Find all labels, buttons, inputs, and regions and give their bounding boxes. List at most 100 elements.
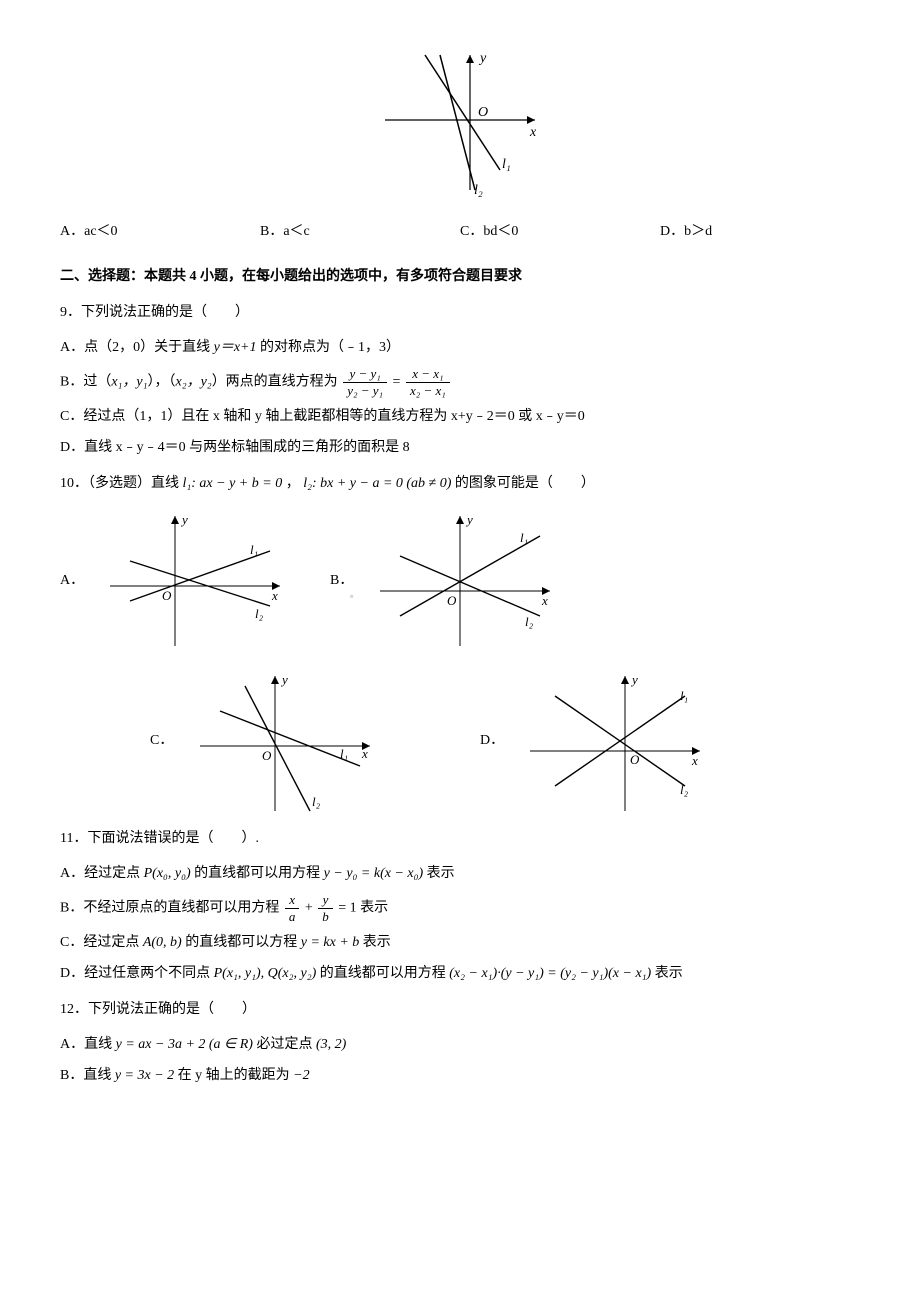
q11-opt-c: C．经过定点 A(0, b) 的直线都可以方程 y = kx + b 表示 <box>60 930 860 955</box>
q11-b-f2d: b <box>318 909 333 925</box>
q9-b-f1n: y − y₁ <box>343 366 387 383</box>
q10-panel-d: O x y l₁ l₂ <box>520 666 710 816</box>
q9-a-pre: A．点（2，0）关于直线 <box>60 340 214 355</box>
q9-b-f2d: x₂ − x₁ <box>406 383 450 399</box>
q11-c-mid: 的直线都可以方程 <box>182 935 301 950</box>
svg-text:x: x <box>361 746 368 761</box>
section2-title: 二、选择题：本题共 4 小题，在每小题给出的选项中，有多项符合题目要求 <box>60 264 860 289</box>
q11-d-pre: D．经过任意两个不同点 <box>60 966 214 981</box>
svg-text:O: O <box>447 593 457 608</box>
q12-b-pre: B．直线 <box>60 1068 115 1083</box>
q11-c-post: 表示 <box>359 935 391 950</box>
q11-b-eq: = 1 <box>338 900 356 915</box>
q11-stem: 11．下面说法错误的是（ ）. <box>60 826 860 851</box>
q10-row-cd: C． O x y l₁ l₂ D． O x y l₁ l₂ <box>150 666 860 816</box>
l1-label: l₁ <box>502 157 511 172</box>
q9-opt-c: C．经过点（1，1）且在 x 轴和 y 轴上截距都相等的直线方程为 x+y﹣2＝… <box>60 404 860 429</box>
svg-text:y: y <box>465 512 473 527</box>
q11-opt-d: D．经过任意两个不同点 P(x₁, y₁), Q(x₂, y₂) 的直线都可以用… <box>60 961 860 986</box>
q10-label-a: A． <box>60 568 90 593</box>
q9-opt-b: B．过（x₁，y₁），（x₂，y₂）两点的直线方程为 y − y₁y₂ − y₁… <box>60 366 860 398</box>
q9-b-f2n: x − x₁ <box>406 366 450 383</box>
q10-post: 的图象可能是（ ） <box>451 476 595 491</box>
q11-c-pre: C．经过定点 <box>60 935 143 950</box>
q12-b-val: −2 <box>293 1068 309 1083</box>
svg-text:l₁: l₁ <box>340 746 348 761</box>
y-axis-label: y <box>478 51 487 66</box>
q9-b-m1: x₁，y₁ <box>111 374 147 389</box>
origin-label: O <box>478 105 488 120</box>
q12-opt-a: A．直线 y = ax − 3a + 2 (a ∈ R) 必过定点 (3, 2) <box>60 1032 860 1057</box>
svg-text:l₁: l₁ <box>250 542 258 557</box>
q10-panel-c: O x y l₁ l₂ <box>190 666 380 816</box>
q12-a-eq: y = ax − 3a + 2 (a ∈ R) <box>116 1037 253 1052</box>
q8-svg: O x y l₁ l₂ <box>370 40 550 200</box>
q10-row-ab: A． O x y l₁ l₂ B． O x y l₁ l₂ <box>60 506 860 656</box>
svg-text:y: y <box>630 672 638 687</box>
q11-b-f2n: y <box>318 892 333 909</box>
x-axis-label: x <box>529 125 537 140</box>
q11-a-eq: y − y₀ = k(x − x₀) <box>324 866 423 881</box>
q11-a-mid: 的直线都可以用方程 <box>191 866 324 881</box>
q9-b-m3: x₂，y₂ <box>176 374 212 389</box>
q11-b-pre: B．不经过原点的直线都可以用方程 <box>60 900 283 915</box>
q11-opt-b: B．不经过原点的直线都可以用方程 xa + yb = 1 表示 <box>60 892 860 924</box>
q9-b-m2: ），（ <box>148 374 176 389</box>
q11-a-pre: A．经过定点 <box>60 866 144 881</box>
q11-c-eq: y = kx + b <box>301 935 360 950</box>
q12-a-mid: 必过定点 <box>253 1037 316 1052</box>
q8-options: A．ac＜0 B．a＜c C．bd＜0 D．b＞d <box>60 219 860 244</box>
q8-opt-a: A．ac＜0 <box>60 219 260 244</box>
q9-a-eq: y＝x+1 <box>214 340 257 355</box>
q10-l1: l₁: ax − y + b = 0 <box>183 476 283 491</box>
q11-d-eq: (x₂ − x₁)·(y − y₁) = (y₂ − y₁)(x − x₁) <box>449 966 651 981</box>
q10-pre: 10．（多选题）直线 <box>60 476 183 491</box>
q11-d-mid: 的直线都可以用方程 <box>316 966 449 981</box>
q11-b-f1n: x <box>285 892 300 909</box>
q12-a-pre: A．直线 <box>60 1037 116 1052</box>
q12-a-pt: (3, 2) <box>316 1037 346 1052</box>
q9-b-pre: B．过（ <box>60 374 111 389</box>
q11-c-pt: A(0, b) <box>143 935 182 950</box>
q8-opt-c: C．bd＜0 <box>460 219 660 244</box>
q11-b-f1d: a <box>285 909 300 925</box>
q11-d-pts: P(x₁, y₁), Q(x₂, y₂) <box>214 966 317 981</box>
svg-text:y: y <box>280 672 288 687</box>
q11-d-post: 表示 <box>651 966 683 981</box>
q9-b-m4: ）两点的直线方程为 <box>212 374 342 389</box>
q9-b-f1d: y₂ − y₁ <box>343 383 387 399</box>
q9-a-post: 的对称点为（﹣1，3） <box>257 340 401 355</box>
q9-opt-a: A．点（2，0）关于直线 y＝x+1 的对称点为（﹣1，3） <box>60 335 860 360</box>
svg-text:l₂: l₂ <box>525 614 534 629</box>
svg-text:O: O <box>630 752 640 767</box>
svg-text:x: x <box>541 593 548 608</box>
q9-b-eq: = <box>393 374 404 389</box>
q9-opt-d: D．直线 x﹣y﹣4＝0 与两坐标轴围成的三角形的面积是 8 <box>60 435 860 460</box>
q11-b-post: 表示 <box>357 900 389 915</box>
l2-label: l₂ <box>474 183 483 198</box>
q12-b-mid: 在 y 轴上的截距为 <box>174 1068 293 1083</box>
svg-text:x: x <box>691 753 698 768</box>
q11-a-post: 表示 <box>423 866 455 881</box>
q8-figure: O x y l₁ l₂ <box>60 40 860 209</box>
svg-text:l₂: l₂ <box>255 606 264 621</box>
svg-text:O: O <box>162 588 172 603</box>
svg-text:l₁: l₁ <box>520 530 528 545</box>
svg-text:l₂: l₂ <box>312 794 321 809</box>
svg-text:y: y <box>180 512 188 527</box>
q12-opt-b: B．直线 y = 3x − 2 在 y 轴上的截距为 −2 <box>60 1063 860 1088</box>
q10-label-c: C． <box>150 728 180 753</box>
svg-text:l₂: l₂ <box>680 782 689 797</box>
q8-opt-b: B．a＜c <box>260 219 460 244</box>
q10-stem: 10．（多选题）直线 l₁: ax − y + b = 0 ， l₂: bx +… <box>60 471 860 496</box>
q10-panel-b: O x y l₁ l₂ <box>370 506 560 656</box>
watermark: ▪ <box>350 586 360 608</box>
svg-text:x: x <box>271 588 278 603</box>
q9-stem: 9．下列说法正确的是（ ） <box>60 300 860 325</box>
q11-a-pt: P(x₀, y₀) <box>144 866 191 881</box>
q11-b-plus: + <box>305 900 316 915</box>
q12-b-eq: y = 3x − 2 <box>115 1068 174 1083</box>
q10-label-d: D． <box>480 728 510 753</box>
q8-opt-d: D．b＞d <box>660 219 860 244</box>
svg-text:O: O <box>262 748 272 763</box>
